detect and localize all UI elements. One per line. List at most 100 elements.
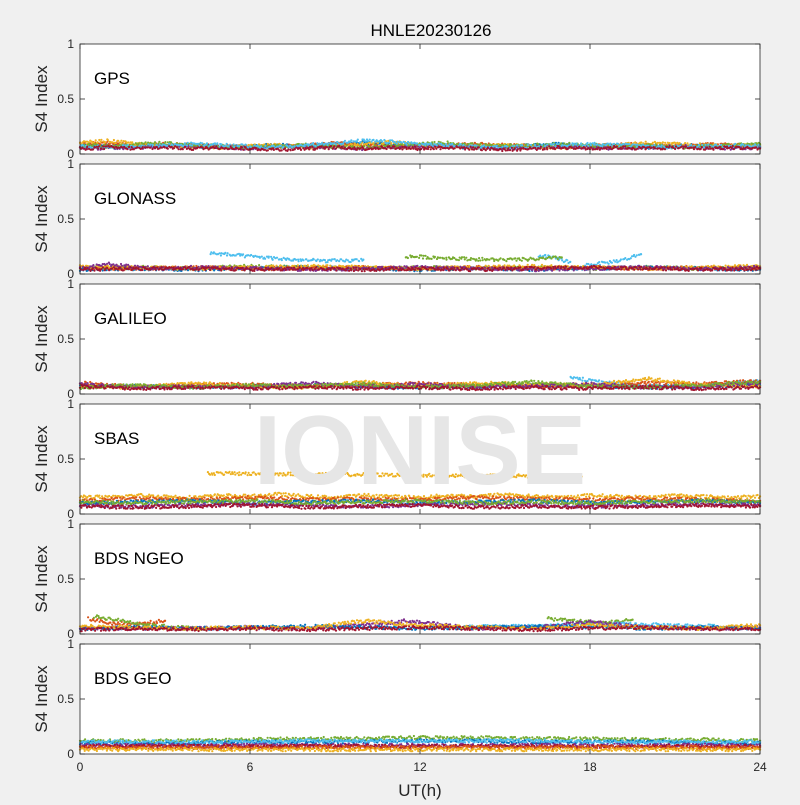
data-point	[434, 256, 436, 258]
data-point	[239, 148, 241, 150]
data-point	[136, 146, 138, 148]
data-point	[603, 143, 605, 145]
data-point	[255, 147, 257, 149]
data-point	[428, 146, 430, 148]
data-point	[629, 147, 631, 149]
data-point	[164, 141, 166, 143]
data-point	[127, 141, 129, 143]
data-point	[104, 141, 106, 143]
data-point	[113, 139, 115, 141]
data-point	[311, 146, 313, 148]
axes-background	[80, 44, 760, 154]
data-point	[245, 147, 247, 149]
data-point	[609, 146, 611, 148]
data-point	[463, 256, 465, 258]
data-point	[159, 144, 161, 146]
data-point	[335, 143, 337, 145]
data-point	[590, 144, 592, 146]
data-point	[463, 146, 465, 148]
data-point	[225, 145, 227, 147]
data-point	[331, 258, 333, 260]
data-point	[709, 146, 711, 148]
data-point	[389, 139, 391, 141]
data-point	[326, 261, 328, 263]
data-point	[206, 142, 208, 144]
data-point	[416, 142, 418, 144]
data-point	[147, 146, 149, 148]
data-point	[501, 150, 503, 152]
data-point	[308, 148, 310, 150]
data-point	[632, 143, 634, 145]
data-point	[112, 141, 114, 143]
data-point	[107, 139, 109, 141]
data-point	[131, 141, 133, 143]
data-point	[430, 148, 432, 150]
data-point	[675, 146, 677, 148]
data-point	[470, 257, 472, 259]
data-point	[346, 144, 348, 146]
data-point	[561, 259, 563, 261]
data-point	[325, 143, 327, 145]
data-point	[245, 144, 247, 146]
data-point	[598, 261, 600, 263]
data-point	[477, 260, 479, 262]
data-point	[131, 146, 133, 148]
data-point	[433, 148, 435, 150]
data-point	[684, 142, 686, 144]
data-point	[233, 143, 235, 145]
data-point	[379, 148, 381, 150]
data-point	[514, 257, 516, 259]
data-point	[521, 144, 523, 146]
data-point	[86, 146, 88, 148]
data-point	[326, 146, 328, 148]
data-point	[350, 261, 352, 263]
data-point	[643, 146, 645, 148]
data-point	[150, 144, 152, 146]
data-point	[127, 144, 129, 146]
data-point	[189, 144, 191, 146]
data-point	[312, 142, 314, 144]
data-point	[539, 148, 541, 150]
data-point	[202, 148, 204, 150]
data-point	[707, 143, 709, 145]
data-point	[594, 146, 596, 148]
data-point	[416, 256, 418, 258]
data-point	[115, 142, 117, 144]
data-point	[507, 147, 509, 149]
data-point	[470, 146, 472, 148]
data-point	[475, 258, 477, 260]
data-point	[483, 144, 485, 146]
data-point	[509, 149, 511, 151]
data-point	[344, 140, 346, 142]
data-point	[472, 146, 474, 148]
data-point	[650, 147, 652, 149]
data-point	[481, 257, 483, 259]
data-point	[126, 148, 128, 150]
data-point	[241, 146, 243, 148]
data-point	[103, 148, 105, 150]
data-point	[410, 148, 412, 150]
data-point	[733, 148, 735, 150]
data-point	[383, 139, 385, 141]
data-point	[406, 144, 408, 146]
data-point	[622, 143, 624, 145]
data-point	[356, 258, 358, 260]
data-point	[542, 257, 544, 259]
data-point	[300, 149, 302, 151]
data-point	[401, 148, 403, 150]
data-point	[464, 148, 466, 150]
data-point	[182, 148, 184, 150]
data-point	[184, 146, 186, 148]
data-point	[149, 147, 151, 149]
data-point	[590, 147, 592, 149]
data-point	[367, 140, 369, 142]
data-point	[333, 145, 335, 147]
data-point	[220, 143, 222, 145]
data-point	[224, 252, 226, 254]
data-point	[537, 147, 539, 149]
data-point	[193, 144, 195, 146]
data-point	[528, 270, 530, 272]
data-point	[536, 258, 538, 260]
data-point	[82, 145, 84, 147]
data-point	[433, 141, 435, 143]
